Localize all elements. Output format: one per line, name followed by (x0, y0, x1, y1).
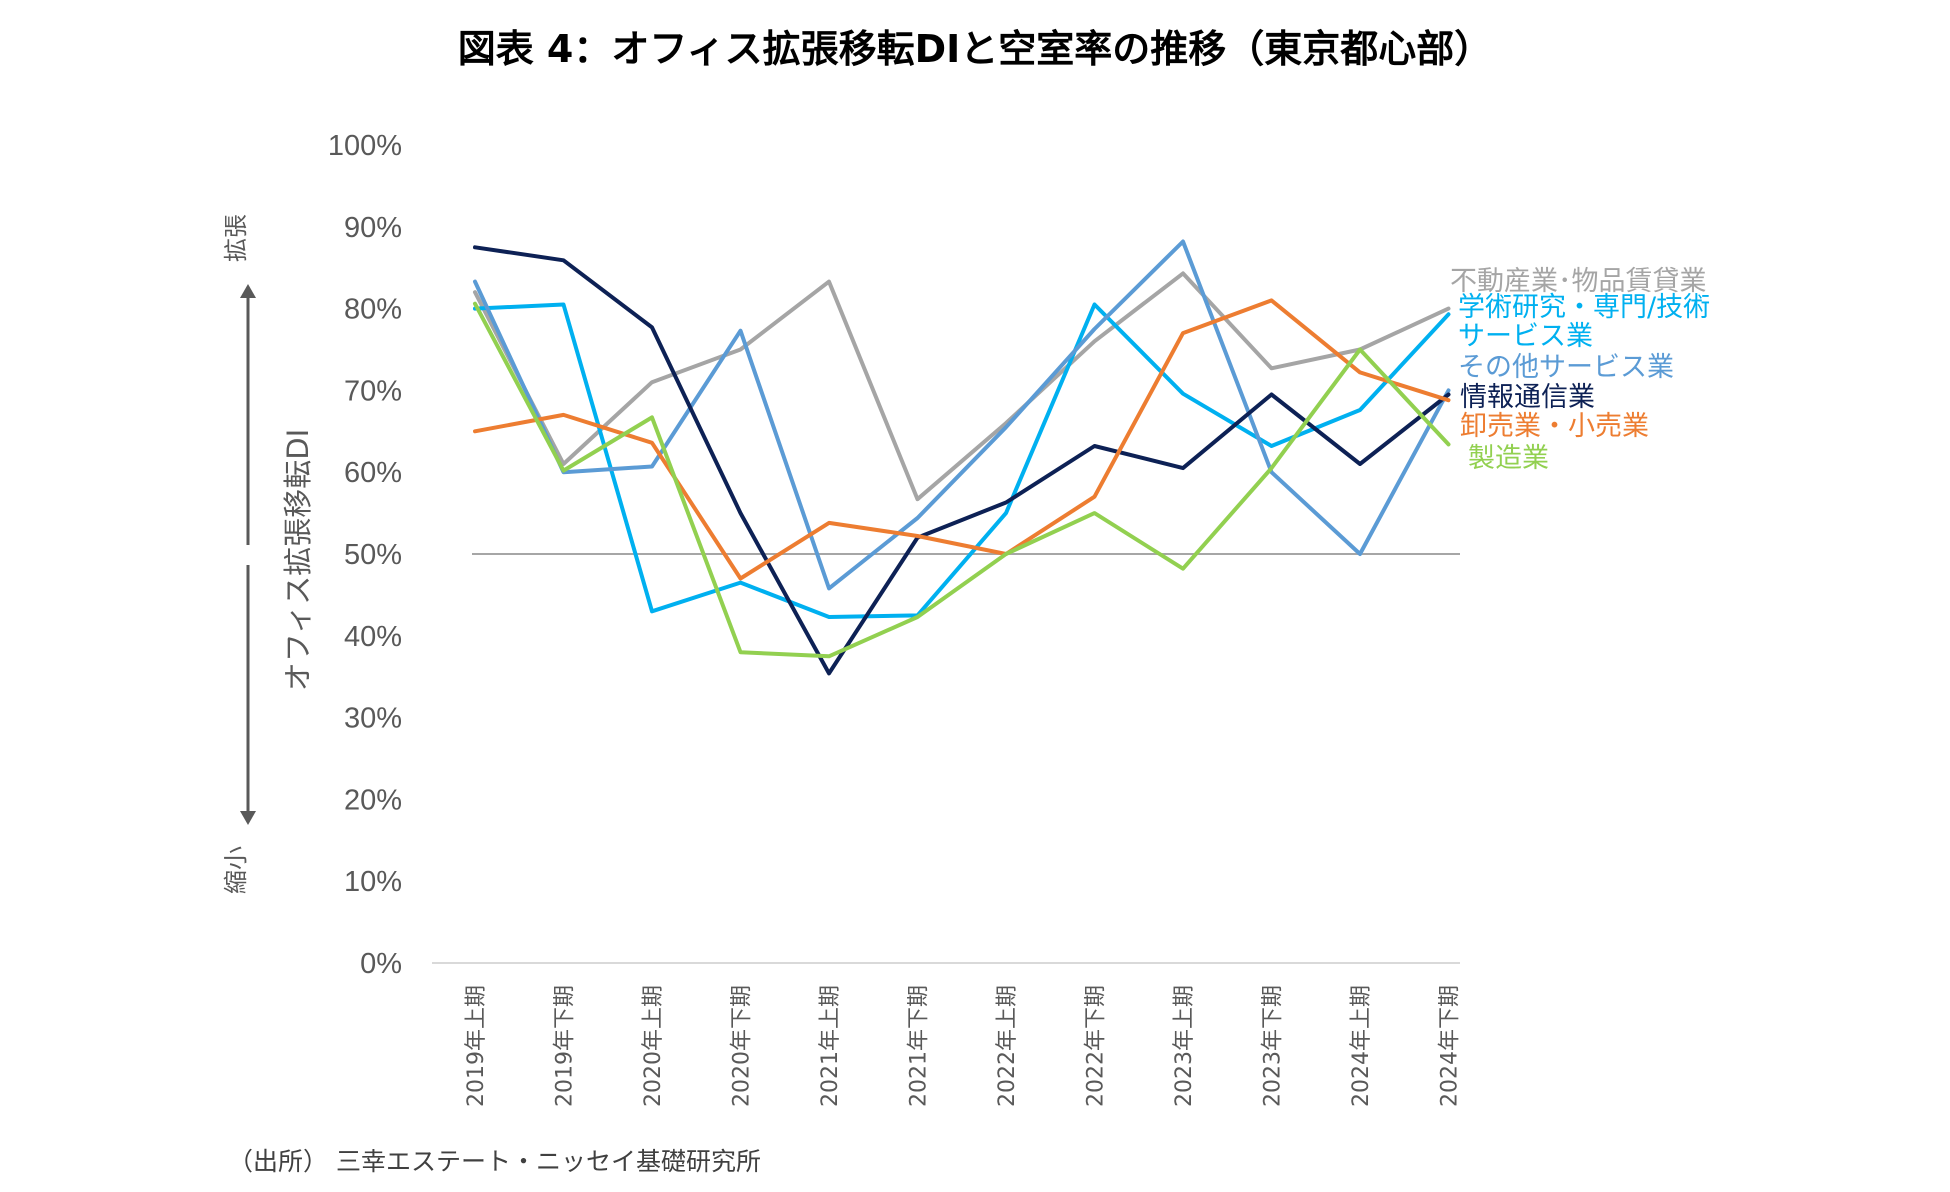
y-tick-label: 0% (360, 948, 402, 980)
series-line (473, 298, 1451, 581)
y-tick-label: 70% (344, 375, 402, 407)
x-tick-label: 2024年下期 (1438, 985, 1463, 1107)
legend-entry: 卸売業・小売業 (1460, 411, 1649, 442)
x-tick-label: 2020年下期 (730, 985, 755, 1107)
series-line (473, 302, 1451, 619)
y-tick-label: 40% (344, 621, 402, 653)
series-lines (473, 239, 1451, 676)
x-tick-label: 2022年上期 (995, 985, 1020, 1107)
y-axis-label: オフィス拡張移転DI (281, 429, 315, 691)
x-tick-label: 2024年上期 (1349, 985, 1374, 1107)
x-tick-label: 2019年上期 (464, 985, 489, 1107)
legend-entry: 製造業 (1468, 443, 1549, 474)
legend-entry: サービス業 (1458, 321, 1593, 352)
y-tick-label: 50% (344, 539, 402, 571)
x-tick-label: 2023年下期 (1261, 985, 1286, 1107)
y-tick-label: 10% (344, 866, 402, 898)
x-tick-labels: 2019年上期 2019年下期 2020年上期 2020年下期 2021年上期 2021年… (464, 985, 1463, 1107)
x-tick-label: 2021年下期 (907, 985, 932, 1107)
down-arrow-icon (240, 565, 256, 825)
y-tick-label: 20% (344, 784, 402, 816)
legend-entry: 情報通信業 (1460, 382, 1595, 413)
legend: 不動産業･物品賃貸業学術研究・専門/技術サービス業その他サービス業情報通信業卸売… (1450, 266, 1710, 474)
y-tick-label: 90% (344, 212, 402, 244)
y-tick-label: 60% (344, 457, 402, 489)
series-line (473, 239, 1451, 591)
x-tick-label: 2020年上期 (641, 985, 666, 1107)
legend-entry: 不動産業･物品賃貸業 (1450, 266, 1707, 297)
y-tick-label: 80% (344, 294, 402, 326)
legend-entry: その他サービス業 (1458, 352, 1674, 383)
x-tick-label: 2019年下期 (553, 985, 578, 1107)
series-line (473, 301, 1451, 659)
y-tick-label: 100% (328, 130, 402, 162)
x-tick-label: 2022年下期 (1084, 985, 1109, 1107)
chart-title: 図表 4：オフィス拡張移転DIと空室率の推移（東京都心部） (457, 27, 1493, 71)
y-axis-label-expand: 拡張 (222, 214, 250, 262)
source-note: （出所） 三幸エステート・ニッセイ基礎研究所 (228, 1147, 761, 1176)
x-tick-label: 2021年上期 (818, 985, 843, 1107)
y-tick-label: 30% (344, 703, 402, 735)
y-axis-label-shrink: 縮小 (222, 846, 250, 894)
up-arrow-icon (240, 284, 256, 545)
y-tick-labels: 0% 10% 20% 30% 40% 50% 60% 70% 80% 90% 100% (328, 130, 402, 980)
series-line (473, 245, 1451, 676)
series-line (473, 271, 1451, 502)
x-tick-label: 2023年上期 (1172, 985, 1197, 1107)
legend-entry: 学術研究・専門/技術 (1458, 292, 1710, 323)
